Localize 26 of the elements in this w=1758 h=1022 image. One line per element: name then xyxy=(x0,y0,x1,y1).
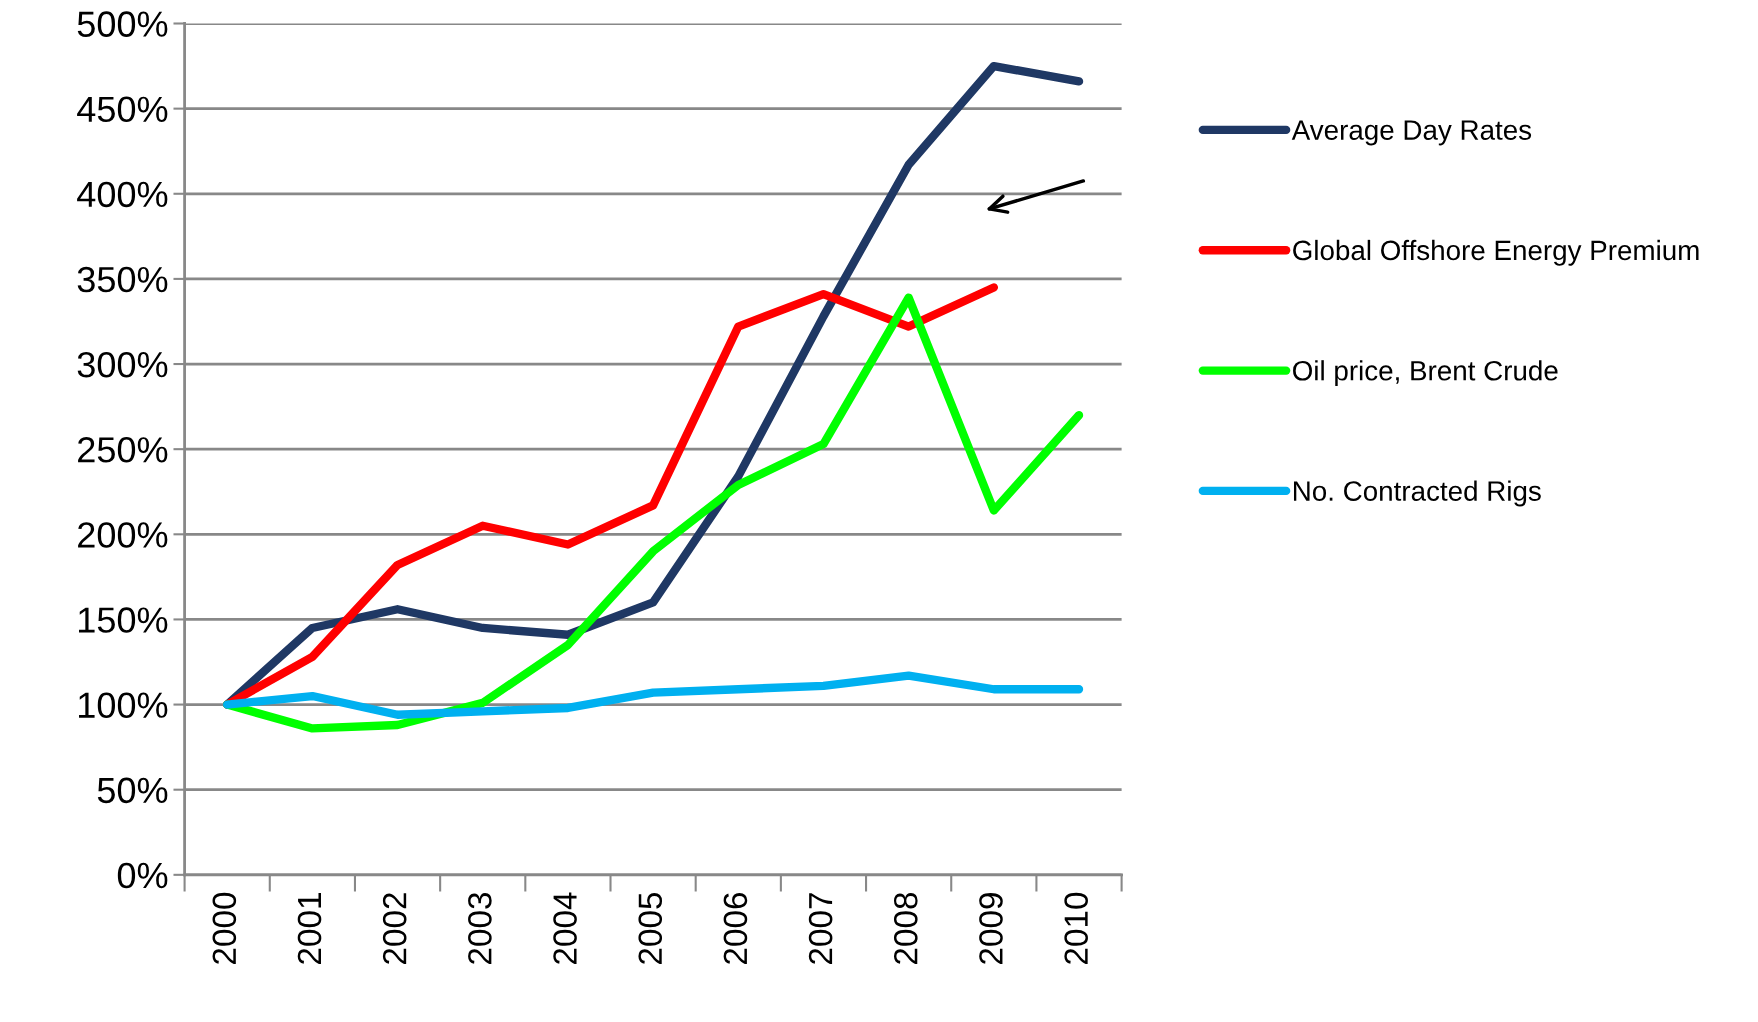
legend-label: Global Offshore Energy Premium xyxy=(1293,239,1699,266)
y-tick-label: 150% xyxy=(79,607,168,633)
x-tick-label: 2009 xyxy=(979,893,1003,964)
y-tick-label: 0% xyxy=(117,862,168,889)
x-tick-label: 2003 xyxy=(468,892,492,964)
x-tick-label: 2002 xyxy=(382,893,407,964)
y-tick-label: 300% xyxy=(77,351,168,378)
x-tick-label: 2001 xyxy=(297,893,322,964)
y-tick-label: 100% xyxy=(79,692,168,719)
x-tick-label: 2000 xyxy=(212,892,237,964)
y-tick-label: 500% xyxy=(77,11,168,37)
legend-label: No. Contracted Rigs xyxy=(1293,480,1541,507)
y-tick-label: 400% xyxy=(77,181,168,208)
x-tick-label: 2005 xyxy=(638,892,663,964)
y-tick-label: 200% xyxy=(78,522,168,548)
y-tick-label: 250% xyxy=(78,437,168,463)
y-tick-label: 350% xyxy=(77,266,168,293)
x-tick-label: 2004 xyxy=(553,892,577,964)
x-tick-label: 2010 xyxy=(1064,892,1088,964)
x-tick-label: 2006 xyxy=(723,892,748,964)
x-tick-label: 2008 xyxy=(893,892,918,964)
y-tick-label: 50% xyxy=(97,777,168,804)
y-tick-label: 450% xyxy=(77,96,168,123)
legend-label: Oil price, Brent Crude xyxy=(1293,360,1558,387)
legend-label: Average Day Rates xyxy=(1291,120,1532,146)
x-tick-label: 2007 xyxy=(808,893,833,964)
